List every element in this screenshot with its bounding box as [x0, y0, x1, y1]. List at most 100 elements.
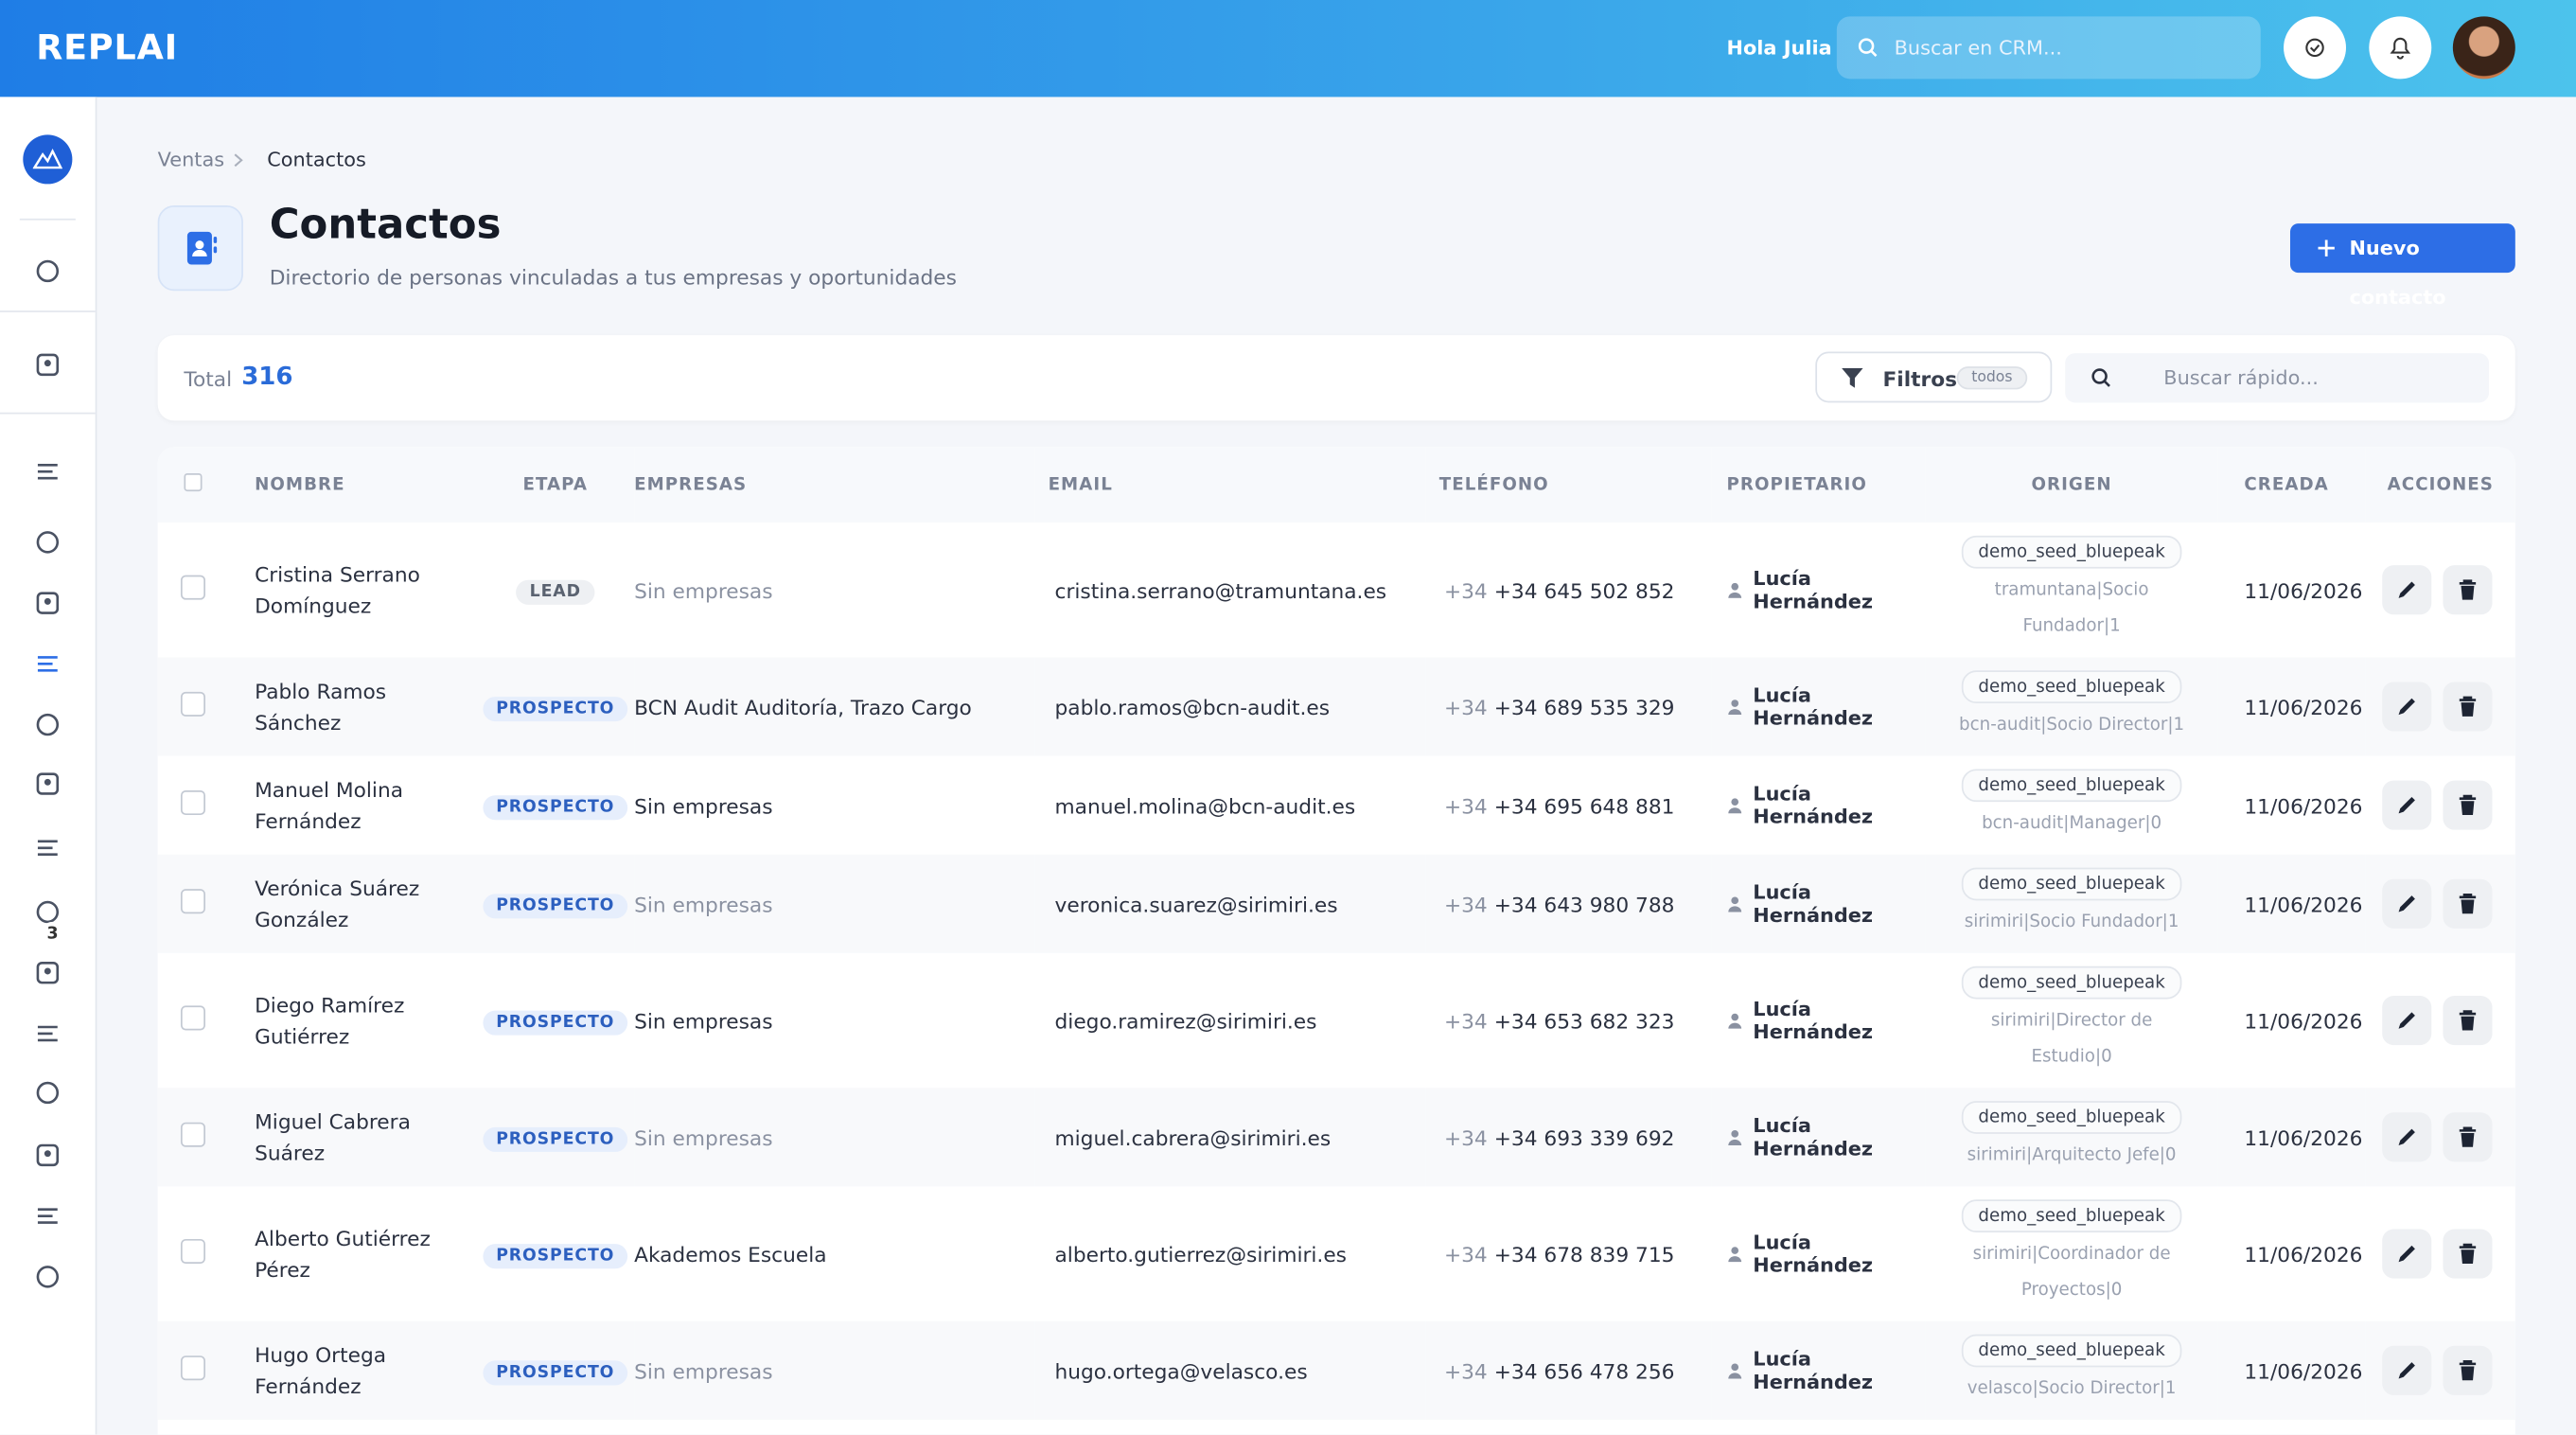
email[interactable]: hugo.ortega@velasco.es — [1054, 1357, 1308, 1383]
contact-row: Miguel Cabrera Suárez PROSPECTO Sin empres… — [157, 1088, 2515, 1187]
origin-tag: demo_seed_bluepeak — [1962, 670, 2182, 704]
delete-button[interactable] — [2443, 1229, 2493, 1279]
icon-part — [36, 772, 60, 795]
table-body: Cristina Serrano Domínguez LEAD Sin empres… — [157, 523, 2515, 1434]
bell-icon — [2390, 37, 2411, 60]
column-header: TELÉFONO — [1425, 447, 1712, 523]
mountain-icon — [32, 148, 62, 169]
contact-name[interactable]: Hugo Ortega Fernández — [255, 1342, 387, 1399]
edit-button[interactable] — [2382, 1229, 2432, 1279]
nav-icon[interactable] — [34, 1203, 61, 1230]
row-checkbox[interactable] — [180, 691, 205, 717]
icon-part — [2459, 893, 2477, 899]
contact-name[interactable]: Pablo Ramos Sánchez — [255, 678, 387, 735]
quick-search[interactable]: Buscar rápido... — [2065, 353, 2490, 403]
icon-part — [1731, 1247, 1739, 1254]
contact-name[interactable]: Diego Ramírez Gutiérrez — [255, 992, 405, 1049]
origin-tag: demo_seed_bluepeak — [1962, 867, 2182, 901]
global-search[interactable]: Buscar en CRM... — [1836, 16, 2261, 80]
edit-button[interactable] — [2382, 996, 2432, 1046]
icon-part — [44, 1150, 51, 1158]
icon-part — [1731, 798, 1739, 806]
row-checkbox[interactable] — [180, 575, 205, 600]
edit-button[interactable] — [2382, 1112, 2432, 1162]
nav-icon[interactable] — [34, 960, 61, 986]
nav-icon[interactable] — [34, 650, 61, 677]
nav-icon[interactable] — [34, 352, 61, 379]
row-checkbox[interactable] — [180, 889, 205, 914]
nav-icon[interactable] — [34, 529, 61, 556]
row-checkbox[interactable] — [180, 1005, 205, 1031]
row-checkbox[interactable] — [180, 1355, 205, 1381]
email-cell: diego.ramirez@sirimiri.es — [1035, 953, 1426, 1088]
created-cell: 11/06/2026 — [2218, 523, 2366, 657]
email[interactable]: diego.ramirez@sirimiri.es — [1054, 1008, 1317, 1034]
search-icon — [2091, 368, 2110, 387]
origin-detail: sirimiri|Socio Fundador|1 — [1964, 912, 2179, 932]
row-checkbox[interactable] — [180, 1238, 205, 1264]
email[interactable]: alberto.gutierrez@sirimiri.es — [1054, 1241, 1348, 1267]
owner-name: Lucía Hernández — [1753, 997, 1874, 1044]
workspace-logo[interactable] — [23, 134, 73, 185]
notifications-button[interactable] — [2369, 16, 2432, 80]
edit-button[interactable] — [2382, 565, 2432, 615]
delete-button[interactable] — [2443, 1345, 2493, 1395]
email[interactable]: veronica.suarez@sirimiri.es — [1054, 891, 1338, 916]
new-contact-button[interactable]: Nuevo contacto — [2289, 223, 2515, 309]
nav-icon[interactable] — [34, 258, 61, 285]
nav-icon[interactable] — [34, 1080, 61, 1107]
contact-name[interactable]: Cristina Serrano Domínguez — [255, 561, 420, 618]
delete-button[interactable] — [2443, 565, 2493, 615]
row-checkbox[interactable] — [180, 790, 205, 816]
contact-name[interactable]: Manuel Molina Fernández — [255, 777, 403, 834]
email[interactable]: miguel.cabrera@sirimiri.es — [1054, 1125, 1332, 1150]
icon-part — [2390, 37, 2411, 54]
nav-icon[interactable] — [34, 771, 61, 797]
edit-button[interactable] — [2382, 878, 2432, 929]
nav-icon[interactable] — [34, 1143, 61, 1169]
email[interactable]: pablo.ramos@bcn-audit.es — [1054, 694, 1331, 719]
stage-cell: PROSPECTO — [476, 756, 634, 855]
contact-name[interactable]: Alberto Gutiérrez Pérez — [255, 1226, 431, 1283]
edit-button[interactable] — [2382, 682, 2432, 732]
owner-icon — [1728, 582, 1742, 598]
icon-part — [2309, 44, 2320, 53]
edit-button[interactable] — [2382, 780, 2432, 830]
delete-button[interactable] — [2443, 878, 2493, 929]
edit-button[interactable] — [2382, 1345, 2432, 1395]
phone: +34 653 682 323 — [1493, 1008, 1675, 1034]
delete-button[interactable] — [2443, 996, 2493, 1046]
nav-icon[interactable] — [34, 1020, 61, 1047]
email[interactable]: cristina.serrano@tramuntana.es — [1054, 577, 1387, 603]
contact-name[interactable]: Miguel Cabrera Suárez — [255, 1108, 411, 1165]
actions-cell — [2365, 854, 2515, 953]
nav-icon[interactable] — [34, 1264, 61, 1290]
filters-tag: todos — [1956, 366, 2028, 390]
logo[interactable]: REPLAI — [36, 27, 179, 68]
select-all-checkbox[interactable] — [184, 472, 203, 492]
row-checkbox[interactable] — [180, 1122, 205, 1147]
nav-icon[interactable] — [34, 899, 61, 926]
delete-button[interactable] — [2443, 1112, 2493, 1162]
contact-name[interactable]: Verónica Suárez González — [255, 876, 420, 932]
nav-icon[interactable] — [34, 458, 61, 485]
delete-button[interactable] — [2443, 780, 2493, 830]
email[interactable]: manuel.molina@bcn-audit.es — [1054, 792, 1356, 818]
created-cell: 11/06/2026 — [2218, 1186, 2366, 1320]
edit-icon — [2398, 895, 2415, 912]
delete-button[interactable] — [2443, 682, 2493, 732]
nav-icon[interactable] — [34, 835, 61, 861]
origin-cell: demo_seed_bluepeak tramuntana|Socio Funda… — [1926, 523, 2218, 657]
avatar[interactable] — [2452, 16, 2515, 80]
stage-cell: PROSPECTO — [476, 854, 635, 953]
nav-icon[interactable] — [34, 590, 61, 616]
origin-detail: tramuntana|Socio Fundador|1 — [1994, 579, 2149, 636]
filters-button[interactable]: Filtros todos — [1815, 351, 2053, 403]
name-cell: Miguel Cabrera Suárez — [230, 1088, 477, 1187]
icon-part — [1728, 807, 1742, 814]
nav-icon[interactable] — [34, 712, 61, 738]
breadcrumb-link[interactable]: Ventas — [157, 148, 225, 171]
icon-part — [1728, 1139, 1742, 1145]
stage-cell: LEAD — [476, 523, 634, 657]
status-button[interactable] — [2284, 16, 2347, 80]
